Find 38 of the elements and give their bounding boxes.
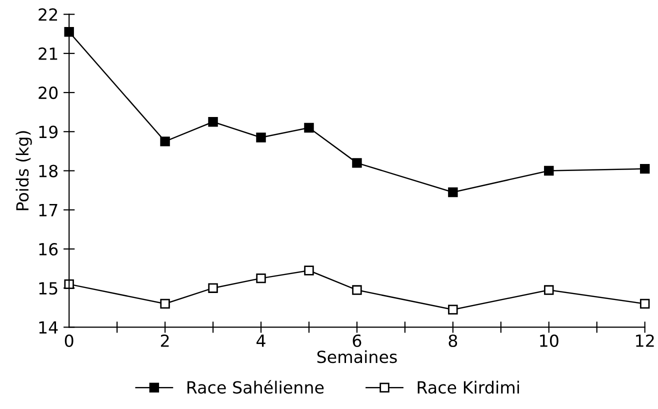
x-tick-label: 0 [64, 334, 74, 348]
x-axis-title: Semaines [317, 350, 397, 364]
y-tick-label: 20 [38, 86, 58, 100]
y-tick-label: 19 [39, 126, 58, 138]
point [160, 298, 170, 309]
x-tick-label: 8 [448, 334, 458, 348]
x-tick-label: 10 [540, 334, 558, 348]
y-tick-label: 21 [38, 47, 58, 60]
legend-label: Race Kirdimi [418, 380, 519, 394]
y-tick-label: 15 [39, 282, 58, 295]
y-tick-label: 16 [39, 242, 58, 256]
y-tick-label: 18 [39, 164, 58, 178]
point [304, 266, 314, 276]
point [544, 166, 554, 176]
point [544, 285, 554, 295]
point [640, 164, 650, 174]
point [352, 285, 362, 295]
point [208, 117, 218, 127]
y-tick-label: 17 [39, 204, 58, 216]
point [448, 304, 458, 314]
point [64, 27, 74, 37]
point [448, 187, 458, 198]
x-tick-label: 6 [352, 334, 362, 348]
y-tick-label: 22 [38, 8, 58, 21]
point [304, 122, 314, 133]
point [160, 136, 170, 146]
point [352, 158, 362, 168]
point [256, 273, 266, 284]
y-tick-label: 14 [39, 321, 58, 334]
y-axis-title: Poids (kg) [16, 131, 32, 210]
legend-label: Race Sahélienne [187, 380, 324, 394]
point [640, 298, 650, 309]
point [64, 279, 74, 290]
x-tick-label: 2 [160, 334, 169, 347]
point [256, 132, 266, 142]
x-tick-label: 12 [636, 334, 654, 347]
x-tick-label: 4 [256, 334, 266, 347]
point [208, 283, 218, 293]
